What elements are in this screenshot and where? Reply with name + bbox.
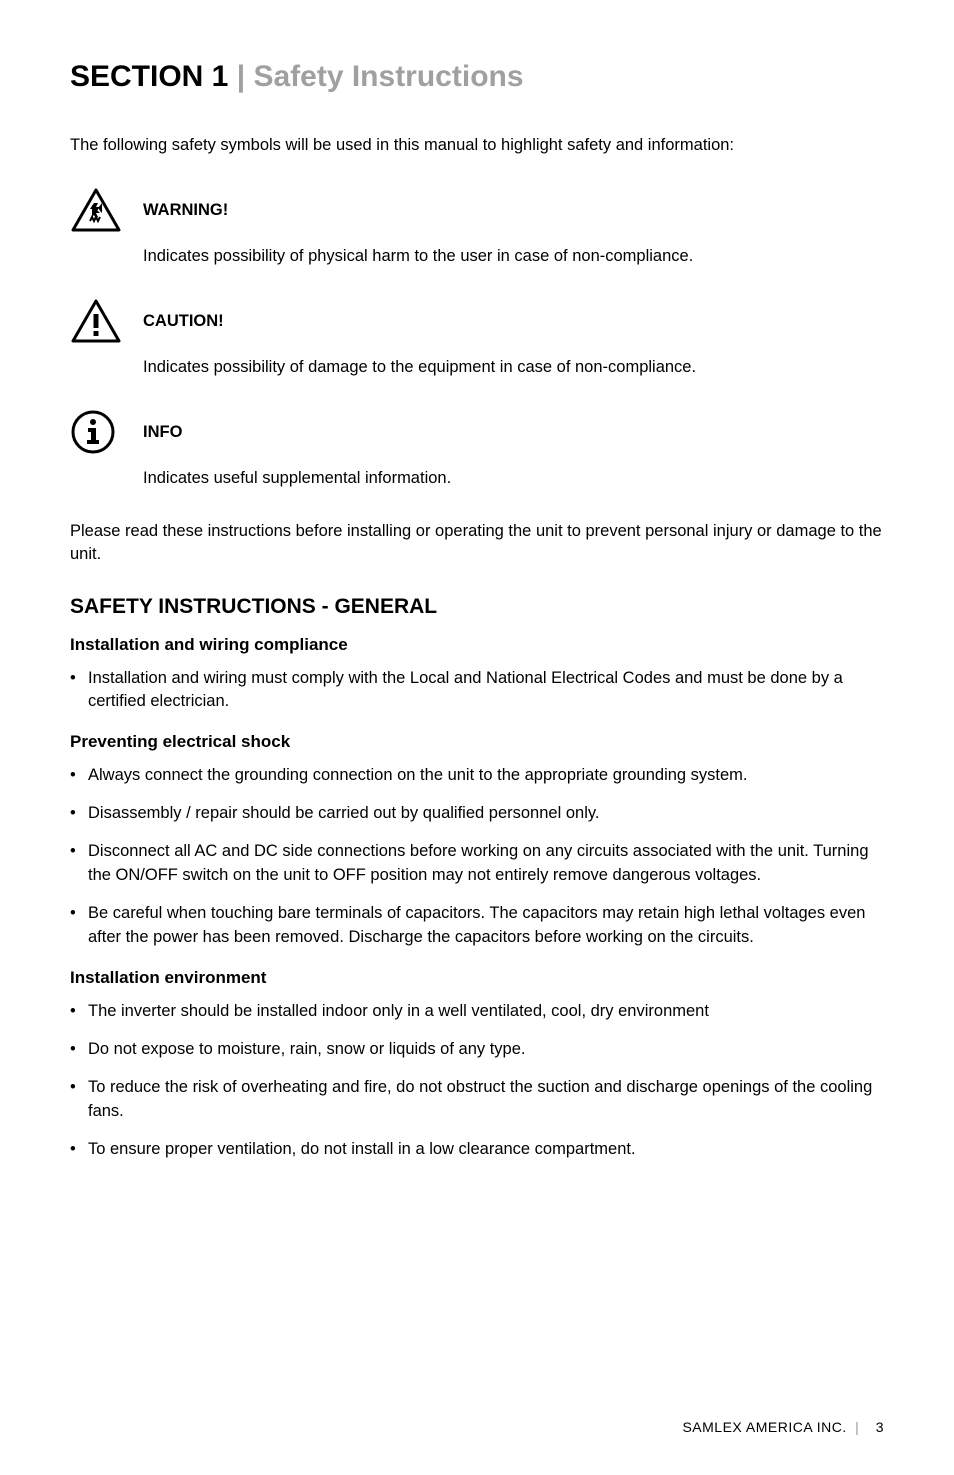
caution-symbol-block: CAUTION! Indicates possibility of damage… xyxy=(70,298,884,379)
caution-description: Indicates possibility of damage to the e… xyxy=(143,356,884,379)
subsection-heading: Installation and wiring compliance xyxy=(70,635,884,655)
info-label: INFO xyxy=(143,423,182,442)
page-footer: SAMLEX AMERICA INC. | 3 xyxy=(682,1419,884,1435)
footer-divider: | xyxy=(855,1419,859,1435)
section-title: SECTION 1 | Safety Instructions xyxy=(70,60,884,94)
warning-symbol-block: WARNING! Indicates possibility of physic… xyxy=(70,187,884,268)
bullet-list: The inverter should be installed indoor … xyxy=(70,1000,884,1162)
warning-label: WARNING! xyxy=(143,201,228,220)
caution-icon xyxy=(70,298,125,344)
bullet-list: Always connect the grounding connection … xyxy=(70,764,884,950)
subsection-heading: Preventing electrical shock xyxy=(70,732,884,752)
info-icon xyxy=(70,409,125,455)
lead-text: Please read these instructions before in… xyxy=(70,520,884,566)
footer-page-number: 3 xyxy=(876,1419,884,1435)
info-description: Indicates useful supplemental informatio… xyxy=(143,467,884,490)
list-item: Always connect the grounding connection … xyxy=(70,764,884,788)
list-item: To reduce the risk of overheating and fi… xyxy=(70,1076,884,1124)
list-item: Disconnect all AC and DC side connection… xyxy=(70,840,884,888)
list-item: Do not expose to moisture, rain, snow or… xyxy=(70,1038,884,1062)
section-number: SECTION 1 xyxy=(70,60,228,93)
list-item: The inverter should be installed indoor … xyxy=(70,1000,884,1024)
list-item: Installation and wiring must comply with… xyxy=(70,667,884,715)
intro-text: The following safety symbols will be use… xyxy=(70,134,884,157)
list-item: To ensure proper ventilation, do not ins… xyxy=(70,1138,884,1162)
section-name: Safety Instructions xyxy=(253,60,523,93)
caution-label: CAUTION! xyxy=(143,312,224,331)
list-item: Disassembly / repair should be carried o… xyxy=(70,802,884,826)
bullet-list: Installation and wiring must comply with… xyxy=(70,667,884,715)
section-separator: | xyxy=(237,60,245,93)
info-symbol-block: INFO Indicates useful supplemental infor… xyxy=(70,409,884,490)
safety-instructions-heading: SAFETY INSTRUCTIONS - GENERAL xyxy=(70,595,884,619)
warning-icon xyxy=(70,187,125,233)
warning-description: Indicates possibility of physical harm t… xyxy=(143,245,884,268)
list-item: Be careful when touching bare terminals … xyxy=(70,902,884,950)
subsection-heading: Installation environment xyxy=(70,968,884,988)
footer-company: SAMLEX AMERICA INC. xyxy=(682,1419,846,1435)
